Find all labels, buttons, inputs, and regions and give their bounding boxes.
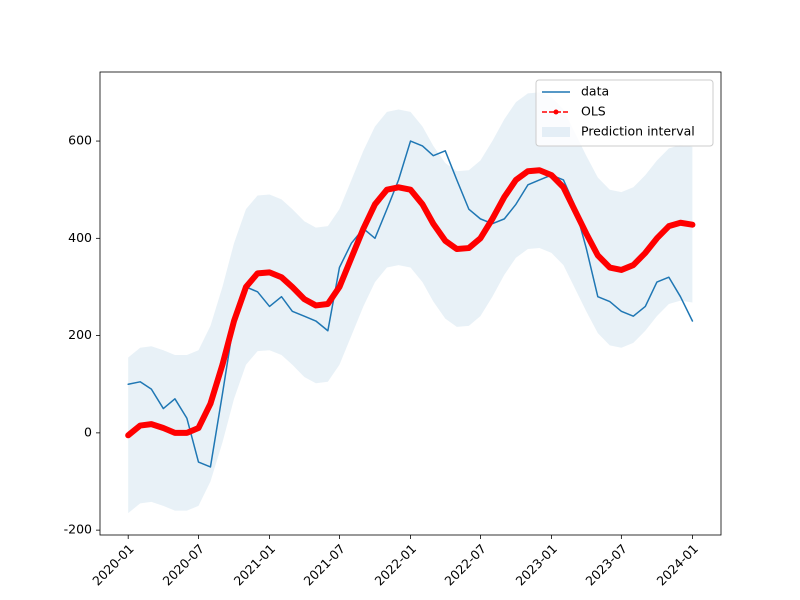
legend-swatch <box>542 127 570 137</box>
legend-label: Prediction interval <box>581 124 695 139</box>
legend-label: data <box>581 84 609 99</box>
x-tick-label: 2021-01 <box>231 541 279 589</box>
y-tick-label: 200 <box>68 327 92 342</box>
x-tick-label: 2020-07 <box>160 541 208 589</box>
ols-line <box>125 167 696 439</box>
legend-label: OLS <box>581 104 606 119</box>
plot-area <box>125 92 696 514</box>
x-tick-label: 2024-01 <box>653 541 701 589</box>
x-tick-label: 2023-01 <box>513 541 561 589</box>
y-tick-label: 400 <box>68 230 92 245</box>
legend-box <box>535 79 714 147</box>
prediction-band <box>128 92 693 514</box>
x-tick-label: 2023-07 <box>582 541 630 589</box>
y-tick-label: 0 <box>84 424 92 439</box>
legend-marker <box>553 109 559 115</box>
x-tick-label: 2020-01 <box>89 541 137 589</box>
y-tick-label: 600 <box>68 133 92 148</box>
x-tick-label: 2022-07 <box>441 541 489 589</box>
data-line <box>127 140 694 468</box>
x-tick-label: 2021-07 <box>300 541 348 589</box>
x-tick-label: 2022-01 <box>372 541 420 589</box>
y-tick-label: -200 <box>64 522 92 537</box>
